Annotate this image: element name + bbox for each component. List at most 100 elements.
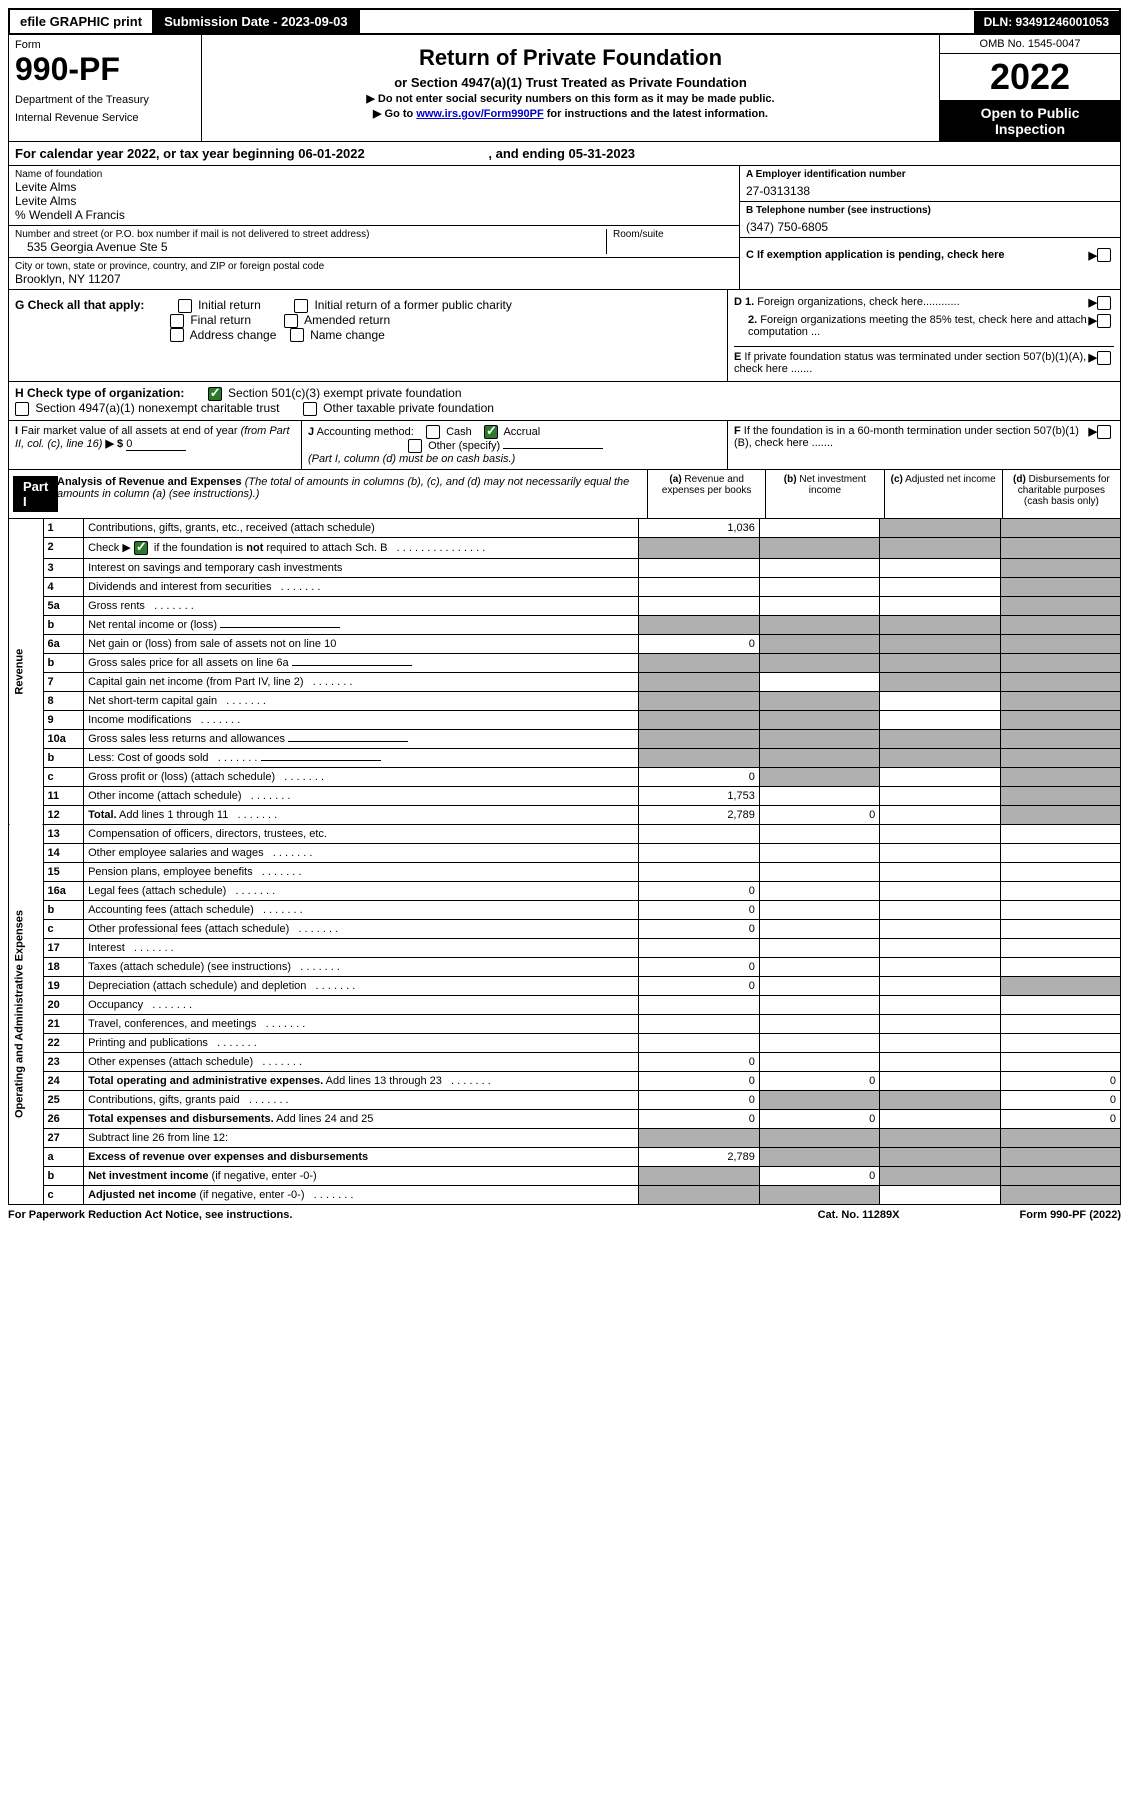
revenue-side-label: Revenue	[9, 519, 44, 825]
g-check-section: G Check all that apply: Initial return I…	[9, 290, 727, 381]
line-desc: Printing and publications . . . . . . .	[84, 1033, 639, 1052]
accrual-check[interactable]	[484, 425, 498, 439]
table-row: 2Check ▶ if the foundation is not requir…	[9, 537, 1121, 558]
open-public-label: Open to Public Inspection	[940, 101, 1120, 141]
footer: For Paperwork Reduction Act Notice, see …	[8, 1205, 1121, 1225]
efile-print-btn[interactable]: efile GRAPHIC print	[10, 10, 154, 33]
col-c-value	[880, 537, 1000, 558]
line-desc: Pension plans, employee benefits . . . .…	[84, 862, 639, 881]
col-c-value	[880, 938, 1000, 957]
line-number: 10a	[43, 729, 84, 748]
col-b-value: 0	[759, 1071, 879, 1090]
line-desc: Net short-term capital gain . . . . . . …	[84, 691, 639, 710]
line-number: 22	[43, 1033, 84, 1052]
c-checkbox[interactable]	[1097, 248, 1111, 262]
fmv-value: 0	[126, 438, 186, 451]
col-d-value	[1000, 1128, 1120, 1147]
col-d-value	[1000, 862, 1120, 881]
col-d-header: (d) Disbursements for charitable purpose…	[1002, 470, 1120, 518]
line-number: 12	[43, 805, 84, 824]
col-d-value	[1000, 577, 1120, 596]
col-d-value	[1000, 957, 1120, 976]
col-d-value: 0	[1000, 1109, 1120, 1128]
table-row: Revenue1Contributions, gifts, grants, et…	[9, 519, 1121, 538]
col-d-value	[1000, 919, 1120, 938]
4947-check[interactable]	[15, 402, 29, 416]
other-taxable-check[interactable]	[303, 402, 317, 416]
col-b-header: (b) Net investment income	[765, 470, 883, 518]
col-a-value	[638, 843, 759, 862]
amended-return-check[interactable]	[284, 314, 298, 328]
col-b-value	[759, 691, 879, 710]
col-c-value	[880, 767, 1000, 786]
name-change-check[interactable]	[290, 328, 304, 342]
col-b-value	[759, 786, 879, 805]
col-c-value	[880, 881, 1000, 900]
initial-return-check[interactable]	[178, 299, 192, 313]
col-c-value	[880, 1052, 1000, 1071]
col-c-value	[880, 805, 1000, 824]
line-desc: Net rental income or (loss)	[84, 615, 639, 634]
col-b-value	[759, 1128, 879, 1147]
col-a-value	[638, 596, 759, 615]
e-checkbox[interactable]	[1097, 351, 1111, 365]
line-desc: Adjusted net income (if negative, enter …	[84, 1185, 639, 1204]
table-row: 16aLegal fees (attach schedule) . . . . …	[9, 881, 1121, 900]
schb-check[interactable]	[134, 541, 148, 555]
line-number: 15	[43, 862, 84, 881]
col-b-value: 0	[759, 805, 879, 824]
line-desc: Subtract line 26 from line 12:	[84, 1128, 639, 1147]
col-b-value	[759, 919, 879, 938]
col-b-value	[759, 577, 879, 596]
col-c-value	[880, 900, 1000, 919]
col-d-value	[1000, 881, 1120, 900]
col-c-value	[880, 577, 1000, 596]
col-a-value: 0	[638, 900, 759, 919]
line-number: 26	[43, 1109, 84, 1128]
line-number: 18	[43, 957, 84, 976]
col-b-value	[759, 995, 879, 1014]
table-row: 21Travel, conferences, and meetings . . …	[9, 1014, 1121, 1033]
line-desc: Interest on savings and temporary cash i…	[84, 558, 639, 577]
line-number: 20	[43, 995, 84, 1014]
final-return-check[interactable]	[170, 314, 184, 328]
col-d-value	[1000, 786, 1120, 805]
col-b-value	[759, 976, 879, 995]
col-d-value	[1000, 843, 1120, 862]
501c3-check[interactable]	[208, 387, 222, 401]
col-b-value	[759, 881, 879, 900]
col-b-value	[759, 1033, 879, 1052]
table-row: 19Depreciation (attach schedule) and dep…	[9, 976, 1121, 995]
line-number: 2	[43, 537, 84, 558]
table-row: 3Interest on savings and temporary cash …	[9, 558, 1121, 577]
other-method-check[interactable]	[408, 439, 422, 453]
col-a-value	[638, 615, 759, 634]
col-d-value: 0	[1000, 1071, 1120, 1090]
col-a-value	[638, 691, 759, 710]
city-block: City or town, state or province, country…	[9, 258, 739, 289]
cash-check[interactable]	[426, 425, 440, 439]
address-change-check[interactable]	[170, 328, 184, 342]
form-ref: Form 990-PF (2022)	[1020, 1209, 1122, 1221]
line-desc: Interest . . . . . . .	[84, 938, 639, 957]
col-a-value	[638, 824, 759, 843]
col-d-value	[1000, 729, 1120, 748]
col-b-value	[759, 748, 879, 767]
d2-checkbox[interactable]	[1097, 314, 1111, 328]
col-b-value	[759, 1014, 879, 1033]
col-a-value	[638, 653, 759, 672]
line-desc: Dividends and interest from securities .…	[84, 577, 639, 596]
col-b-value: 0	[759, 1166, 879, 1185]
col-a-value: 0	[638, 976, 759, 995]
d1-checkbox[interactable]	[1097, 296, 1111, 310]
col-b-value	[759, 900, 879, 919]
f-checkbox[interactable]	[1097, 425, 1111, 439]
col-d-value	[1000, 900, 1120, 919]
header-right: OMB No. 1545-0047 2022 Open to Public In…	[939, 35, 1120, 141]
header-center: Return of Private Foundation or Section …	[202, 35, 939, 141]
irs-link[interactable]: www.irs.gov/Form990PF	[416, 108, 543, 120]
col-a-value: 0	[638, 1090, 759, 1109]
line-number: b	[43, 748, 84, 767]
table-row: 14Other employee salaries and wages . . …	[9, 843, 1121, 862]
initial-former-check[interactable]	[294, 299, 308, 313]
